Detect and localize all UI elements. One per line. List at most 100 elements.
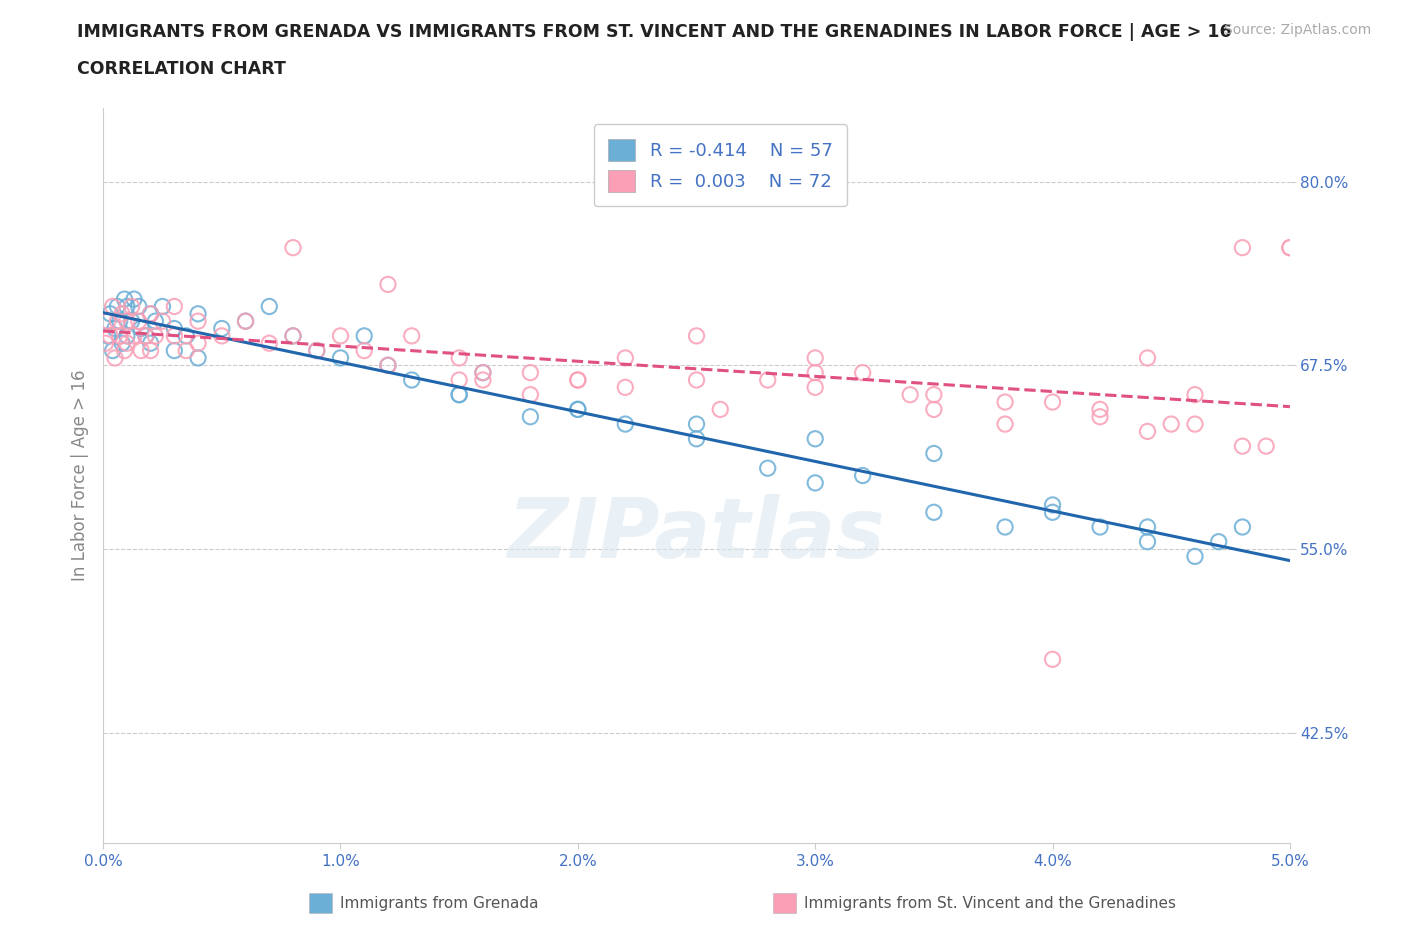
Point: [111, 336, 134, 351]
Point: [1136, 520, 1159, 535]
Point: [163, 299, 186, 314]
Point: [449, 387, 471, 402]
Point: [108, 313, 131, 328]
Point: [101, 299, 124, 314]
Point: [211, 321, 233, 336]
Point: [804, 432, 827, 446]
Point: [1160, 417, 1182, 432]
Point: [139, 336, 162, 351]
Point: [143, 328, 166, 343]
Point: [1042, 505, 1064, 520]
Point: [281, 328, 304, 343]
Point: [449, 387, 471, 402]
Point: [353, 343, 375, 358]
Point: [1232, 439, 1254, 454]
Point: [94, 336, 117, 351]
Point: [1088, 402, 1111, 417]
Point: [1256, 439, 1278, 454]
Point: [305, 343, 328, 358]
Point: [129, 343, 152, 358]
Point: [163, 343, 186, 358]
Point: [129, 321, 152, 336]
Point: [97, 328, 120, 343]
Point: [1184, 549, 1206, 564]
Point: [471, 373, 494, 388]
Point: [135, 328, 157, 343]
Point: [1042, 498, 1064, 512]
Point: [235, 313, 257, 328]
Point: [1232, 240, 1254, 255]
Point: [187, 336, 209, 351]
Point: [567, 402, 589, 417]
Point: [1136, 351, 1159, 365]
Point: [143, 313, 166, 328]
Point: [685, 328, 707, 343]
Point: [115, 336, 138, 351]
Point: [152, 313, 174, 328]
Point: [377, 358, 399, 373]
Point: [1042, 652, 1064, 667]
Y-axis label: In Labor Force | Age > 16: In Labor Force | Age > 16: [72, 370, 89, 581]
Point: [449, 373, 471, 388]
Point: [122, 292, 145, 307]
Point: [614, 351, 637, 365]
Point: [1184, 387, 1206, 402]
Point: [259, 299, 281, 314]
Point: [329, 351, 352, 365]
Point: [922, 387, 945, 402]
Point: [449, 351, 471, 365]
Point: [105, 299, 128, 314]
Point: [471, 365, 494, 380]
Point: [519, 409, 541, 424]
Point: [994, 417, 1017, 432]
Point: [756, 460, 779, 475]
Point: [614, 379, 637, 394]
Point: [121, 313, 143, 328]
Point: [994, 520, 1017, 535]
Point: [709, 402, 731, 417]
Point: [121, 299, 143, 314]
Point: [1184, 417, 1206, 432]
Point: [305, 343, 328, 358]
Point: [281, 328, 304, 343]
Point: [101, 343, 124, 358]
Point: [98, 328, 121, 343]
Point: [1088, 520, 1111, 535]
Point: [104, 351, 127, 365]
Point: [922, 446, 945, 461]
Point: [1136, 424, 1159, 439]
Point: [401, 328, 423, 343]
Point: [114, 292, 136, 307]
Point: [685, 373, 707, 388]
Point: [115, 299, 138, 314]
Point: [114, 343, 136, 358]
Point: [135, 328, 157, 343]
Point: [614, 417, 637, 432]
Point: [122, 328, 145, 343]
Point: [804, 379, 827, 394]
Point: [187, 313, 209, 328]
Point: [804, 365, 827, 380]
Point: [128, 313, 150, 328]
Point: [804, 475, 827, 490]
Point: [994, 394, 1017, 409]
Point: [111, 306, 134, 321]
Text: ZIPatlas: ZIPatlas: [508, 494, 886, 575]
Point: [852, 468, 875, 483]
Point: [139, 306, 162, 321]
Point: [567, 402, 589, 417]
Point: [898, 387, 921, 402]
Text: Source: ZipAtlas.com: Source: ZipAtlas.com: [1223, 23, 1371, 37]
Point: [329, 328, 352, 343]
Point: [163, 328, 186, 343]
Point: [353, 328, 375, 343]
Point: [115, 313, 138, 328]
Point: [377, 358, 399, 373]
Point: [174, 328, 197, 343]
Point: [1088, 409, 1111, 424]
Text: IMMIGRANTS FROM GRENADA VS IMMIGRANTS FROM ST. VINCENT AND THE GRENADINES IN LAB: IMMIGRANTS FROM GRENADA VS IMMIGRANTS FR…: [77, 23, 1232, 41]
Point: [756, 373, 779, 388]
Text: Immigrants from St. Vincent and the Grenadines: Immigrants from St. Vincent and the Gren…: [804, 896, 1177, 910]
Point: [852, 365, 875, 380]
Point: [97, 313, 120, 328]
